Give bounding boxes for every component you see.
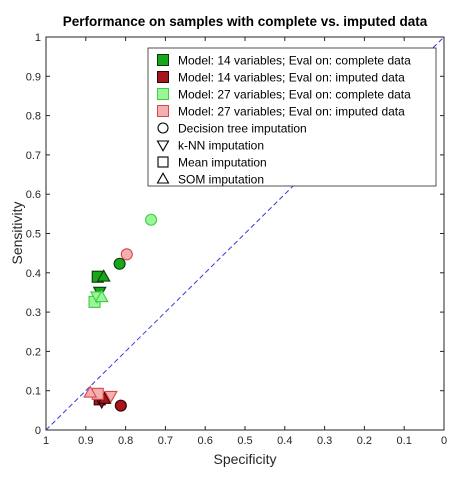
data-point-series-3-circle — [145, 213, 158, 226]
x-tick-label: 0.9 — [78, 435, 93, 447]
data-point-series-4-triangle-down — [103, 390, 118, 404]
y-tick-label: 0.4 — [26, 268, 41, 280]
x-tick-label: 0.4 — [277, 435, 292, 447]
y-axis-label: Sensitivity — [9, 201, 25, 264]
y-tick-label: 0.5 — [26, 229, 41, 241]
data-point-series-4-triangle-up — [83, 385, 98, 398]
y-tick-label: 0.1 — [26, 386, 41, 398]
legend-marker-triangle-up — [156, 172, 170, 184]
page-title: Performance on samples with complete vs.… — [63, 14, 428, 29]
y-tick-label: 0.8 — [26, 111, 41, 123]
x-tick-label: 0.8 — [118, 435, 133, 447]
y-tick-label: 0.7 — [26, 150, 41, 162]
legend-swatch-series-2 — [157, 71, 169, 83]
x-tick-label: 0.7 — [158, 435, 173, 447]
legend-label-series-4: Model: 27 variables; Eval on: imputed da… — [178, 105, 405, 119]
x-tick-label: 0.6 — [198, 435, 213, 447]
legend-label-circle: Decision tree imputation — [178, 122, 307, 136]
y-tick-label: 0.9 — [26, 71, 41, 83]
data-point-series-2-circle — [114, 399, 127, 412]
x-tick-label: 0.3 — [317, 435, 332, 447]
y-tick-label: 0 — [35, 425, 41, 437]
y-tick-label: 0.2 — [26, 346, 41, 358]
data-point-series-3-triangle-up — [94, 289, 109, 303]
legend: Model: 14 variables; Eval on: complete d… — [147, 47, 437, 187]
legend-swatch-series-3 — [157, 88, 169, 100]
legend-swatch-series-1 — [157, 54, 169, 66]
y-tick-label: 1 — [35, 32, 41, 44]
legend-label-triangle-up: SOM imputation — [178, 173, 264, 187]
data-point-series-4-circle — [120, 248, 133, 261]
x-tick-label: 1 — [43, 435, 49, 447]
data-point-series-1-triangle-up — [96, 269, 111, 282]
legend-marker-square — [157, 156, 169, 168]
legend-label-triangle-down: k-NN imputation — [178, 139, 264, 153]
x-tick-label: 0.5 — [237, 435, 252, 447]
legend-label-series-3: Model: 27 variables; Eval on: complete d… — [178, 88, 411, 102]
data-point-series-1-circle — [113, 257, 126, 270]
legend-marker-triangle-down — [156, 140, 170, 152]
legend-label-series-2: Model: 14 variables; Eval on: imputed da… — [178, 71, 405, 85]
x-tick-label: 0.2 — [357, 435, 372, 447]
y-tick-label: 0.6 — [26, 189, 41, 201]
legend-marker-circle — [157, 122, 169, 134]
legend-box — [147, 47, 437, 187]
x-axis-label: Specificity — [213, 451, 276, 467]
legend-swatch-series-4 — [157, 105, 169, 117]
x-tick-label: 0 — [441, 435, 447, 447]
legend-label-series-1: Model: 14 variables; Eval on: complete d… — [178, 54, 411, 68]
x-tick-label: 0.1 — [397, 435, 412, 447]
legend-label-square: Mean imputation — [178, 156, 267, 170]
y-tick-label: 0.3 — [26, 307, 41, 319]
